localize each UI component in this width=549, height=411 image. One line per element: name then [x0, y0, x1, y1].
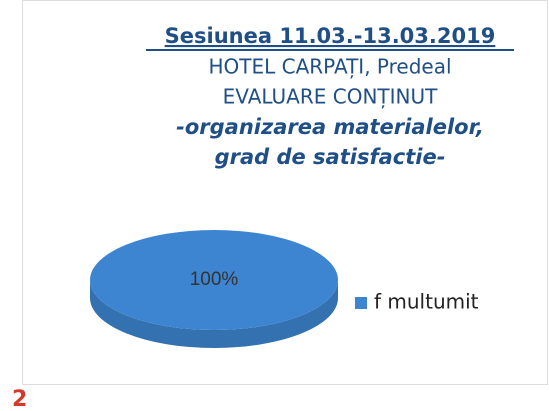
annotation: -organizarea materialelor,: [176, 115, 484, 139]
page-number: 2: [12, 387, 27, 411]
legend-label: f multumit: [374, 290, 479, 314]
chart-title: Sesiunea 11.03.-13.03.2019: [165, 24, 496, 48]
data-label: 100%: [190, 269, 239, 290]
legend-swatch: [355, 297, 367, 309]
subtitle: EVALUARE CONȚINUT: [223, 85, 438, 109]
annotation: grad de satisfactie-: [215, 145, 446, 169]
pie-side: [90, 280, 338, 348]
pie-slice: [90, 230, 338, 330]
subtitle: HOTEL CARPAȚI, Predeal: [208, 55, 451, 79]
